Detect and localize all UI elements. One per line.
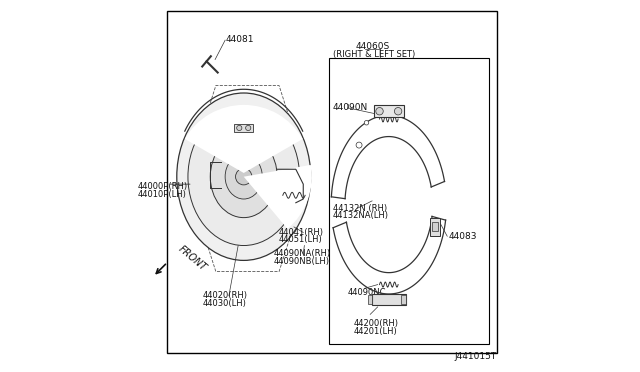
Ellipse shape [211, 136, 277, 218]
Circle shape [376, 108, 383, 115]
Text: 44041(RH): 44041(RH) [279, 228, 324, 237]
Bar [431, 222, 438, 231]
Ellipse shape [188, 108, 300, 246]
Circle shape [237, 125, 242, 131]
Text: 44081: 44081 [225, 35, 253, 44]
Circle shape [364, 121, 369, 125]
Text: 44051(LH): 44051(LH) [279, 235, 323, 244]
Bar [367, 295, 372, 304]
Text: 44201(LH): 44201(LH) [353, 327, 397, 336]
Circle shape [394, 108, 402, 115]
Text: J441015T: J441015T [454, 352, 497, 361]
Text: 44030(LH): 44030(LH) [203, 299, 246, 308]
Text: 44090NB(LH): 44090NB(LH) [273, 257, 330, 266]
Wedge shape [185, 105, 303, 173]
Circle shape [236, 169, 252, 185]
Wedge shape [244, 165, 312, 229]
Bar [374, 105, 404, 117]
Text: 44132NA(LH): 44132NA(LH) [333, 211, 389, 220]
Text: 44060S: 44060S [355, 42, 390, 51]
Bar [330, 58, 489, 344]
Bar [168, 11, 497, 353]
Circle shape [356, 142, 362, 148]
Text: (RIGHT & LEFT SET): (RIGHT & LEFT SET) [333, 50, 415, 59]
Text: 44200(RH): 44200(RH) [353, 319, 399, 328]
Ellipse shape [177, 93, 310, 260]
Circle shape [246, 125, 251, 131]
Text: 44000P(RH): 44000P(RH) [138, 182, 188, 190]
Bar [234, 124, 253, 132]
Bar [401, 295, 406, 304]
Text: FRONT: FRONT [177, 244, 209, 273]
Ellipse shape [225, 154, 262, 199]
Text: 44020(RH): 44020(RH) [203, 291, 248, 300]
Text: 44090NC: 44090NC [348, 288, 387, 296]
Text: 44090NA(RH): 44090NA(RH) [273, 249, 331, 258]
Bar [429, 218, 440, 236]
Text: 44090N: 44090N [333, 103, 368, 112]
Text: 44132N (RH): 44132N (RH) [333, 204, 387, 213]
Bar [372, 294, 406, 305]
Text: 44010P(LH): 44010P(LH) [138, 190, 187, 199]
Text: 44083: 44083 [449, 232, 477, 241]
